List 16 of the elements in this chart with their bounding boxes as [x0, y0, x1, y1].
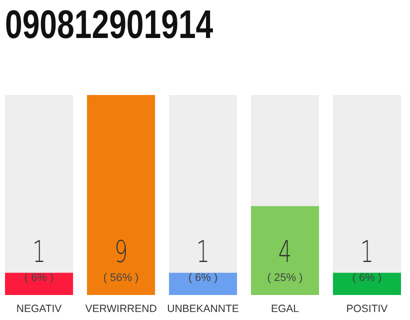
data-label: 1 — [196, 235, 210, 270]
annotation: ( 6% ) — [188, 272, 218, 284]
x-tick-label: UNBEKANNTE — [167, 303, 239, 315]
annotation: ( 56% ) — [103, 272, 139, 284]
annotation: ( 6% ) — [352, 272, 382, 284]
data-label: 1 — [360, 235, 374, 270]
x-tick-label: EGAL — [270, 303, 300, 315]
data-label: 9 — [114, 235, 128, 270]
chart-title: 090812901914 — [5, 2, 214, 47]
data-label: 1 — [32, 235, 46, 270]
data-label: 4 — [278, 235, 292, 270]
x-tick-label: NEGATIV — [16, 303, 62, 315]
x-tick-label: VERWIRREND — [85, 303, 158, 315]
x-tick-label: POSITIV — [346, 303, 388, 315]
annotation: ( 6% ) — [24, 272, 54, 284]
annotation: ( 25% ) — [267, 272, 303, 284]
